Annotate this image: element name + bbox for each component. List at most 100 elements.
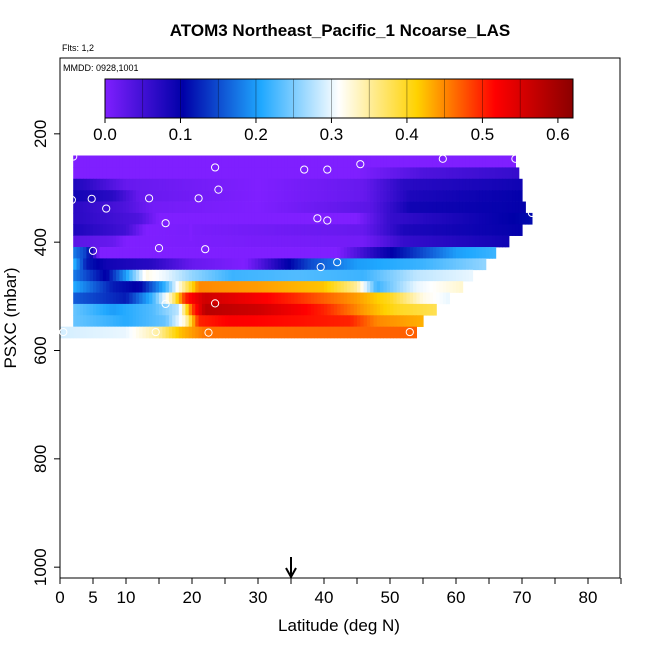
heatmap-cell (333, 292, 338, 305)
heatmap-cell (178, 167, 183, 180)
heatmap-cell (376, 178, 381, 191)
heatmap-cell (109, 247, 114, 259)
heatmap-cell (168, 326, 173, 339)
heatmap-cell (165, 178, 170, 191)
heatmap-cell (201, 224, 206, 236)
heatmap-cell (102, 235, 107, 248)
heatmap-cell (83, 167, 87, 180)
heatmap-cell (99, 281, 104, 293)
heatmap-cell (155, 258, 160, 271)
heatmap-cell (215, 269, 219, 282)
heatmap-cell (195, 190, 200, 202)
heatmap-cell (165, 269, 170, 282)
heatmap-cell (347, 212, 351, 225)
heatmap-cell (241, 292, 246, 305)
heatmap-cell (347, 167, 351, 180)
heatmap-cell (432, 269, 437, 282)
heatmap-cell (258, 326, 262, 339)
heatmap-cell (482, 190, 487, 202)
heatmap-layer (73, 292, 450, 305)
heatmap-cell (159, 167, 163, 180)
heatmap-cell (390, 303, 394, 316)
heatmap-cell (297, 155, 302, 168)
heatmap-cell (373, 315, 378, 327)
heatmap-cell (482, 247, 487, 259)
heatmap-cell (347, 315, 351, 327)
heatmap-cell (76, 281, 81, 293)
heatmap-cell (228, 178, 233, 191)
heatmap-cell (406, 281, 411, 293)
heatmap-cell (370, 269, 375, 282)
heatmap-cell (122, 258, 127, 271)
heatmap-cell (152, 247, 157, 259)
heatmap-cell (353, 178, 358, 191)
heatmap-cell (129, 326, 134, 339)
heatmap-cell (152, 190, 157, 202)
heatmap-cell (357, 190, 361, 202)
heatmap-cell (291, 281, 295, 293)
heatmap-cell (353, 269, 358, 282)
heatmap-cell (363, 315, 368, 327)
heatmap-cell (495, 178, 500, 191)
heatmap-cell (192, 292, 196, 305)
heatmap-cell (492, 247, 497, 259)
heatmap-cell (251, 269, 256, 282)
heatmap-cell (475, 178, 480, 191)
heatmap-cell (274, 292, 279, 305)
heatmap-cell (129, 235, 134, 248)
heatmap-cell (258, 224, 262, 236)
heatmap-cell (251, 224, 256, 236)
heatmap-cell (155, 155, 160, 168)
heatmap-cell (185, 269, 190, 282)
heatmap-cell (264, 212, 269, 225)
heatmap-cell (225, 258, 229, 271)
heatmap-cell (373, 201, 378, 214)
heatmap-cell (192, 247, 196, 259)
heatmap-cell (449, 235, 454, 248)
heatmap-cell (340, 315, 345, 327)
heatmap-cell (373, 212, 378, 225)
heatmap-cell (327, 201, 332, 214)
heatmap-cell (168, 155, 173, 168)
y-tick-label: 1000 (31, 548, 50, 586)
heatmap-cell (99, 258, 104, 271)
heatmap-cell (185, 178, 190, 191)
heatmap-cell (485, 224, 490, 236)
heatmap-cell (340, 258, 345, 271)
heatmap-cell (416, 212, 421, 225)
heatmap-cell (234, 178, 239, 191)
heatmap-cell (505, 201, 510, 214)
heatmap-cell (291, 326, 295, 339)
heatmap-cell (287, 155, 292, 168)
heatmap-cell (492, 155, 497, 168)
flights-annotation: Flts: 1,2 (62, 43, 94, 53)
heatmap-cell (327, 167, 332, 180)
heatmap-cell (449, 178, 454, 191)
heatmap-cell (310, 155, 315, 168)
heatmap-cell (218, 235, 223, 248)
heatmap-cell (465, 269, 470, 282)
heatmap-cell (314, 178, 318, 191)
heatmap-cell (126, 235, 130, 248)
heatmap-cell (380, 326, 384, 339)
heatmap-cell (228, 235, 233, 248)
heatmap-cell (419, 201, 424, 214)
heatmap-cell (152, 269, 157, 282)
heatmap-cell (76, 224, 81, 236)
heatmap-cell (185, 201, 190, 214)
heatmap-cell (172, 224, 177, 236)
heatmap-cell (297, 212, 302, 225)
heatmap-cell (215, 303, 219, 316)
heatmap-cell (155, 178, 160, 191)
heatmap-cell (317, 190, 322, 202)
heatmap-cell (304, 190, 309, 202)
heatmap-cell (122, 269, 127, 282)
heatmap-cell (297, 235, 302, 248)
heatmap-cell (370, 258, 375, 271)
heatmap-cell (310, 281, 315, 293)
heatmap-cell (238, 326, 243, 339)
heatmap-cell (271, 315, 276, 327)
heatmap-layer (60, 326, 417, 339)
colorbar-gradient (105, 79, 573, 118)
heatmap-cell (126, 326, 130, 339)
